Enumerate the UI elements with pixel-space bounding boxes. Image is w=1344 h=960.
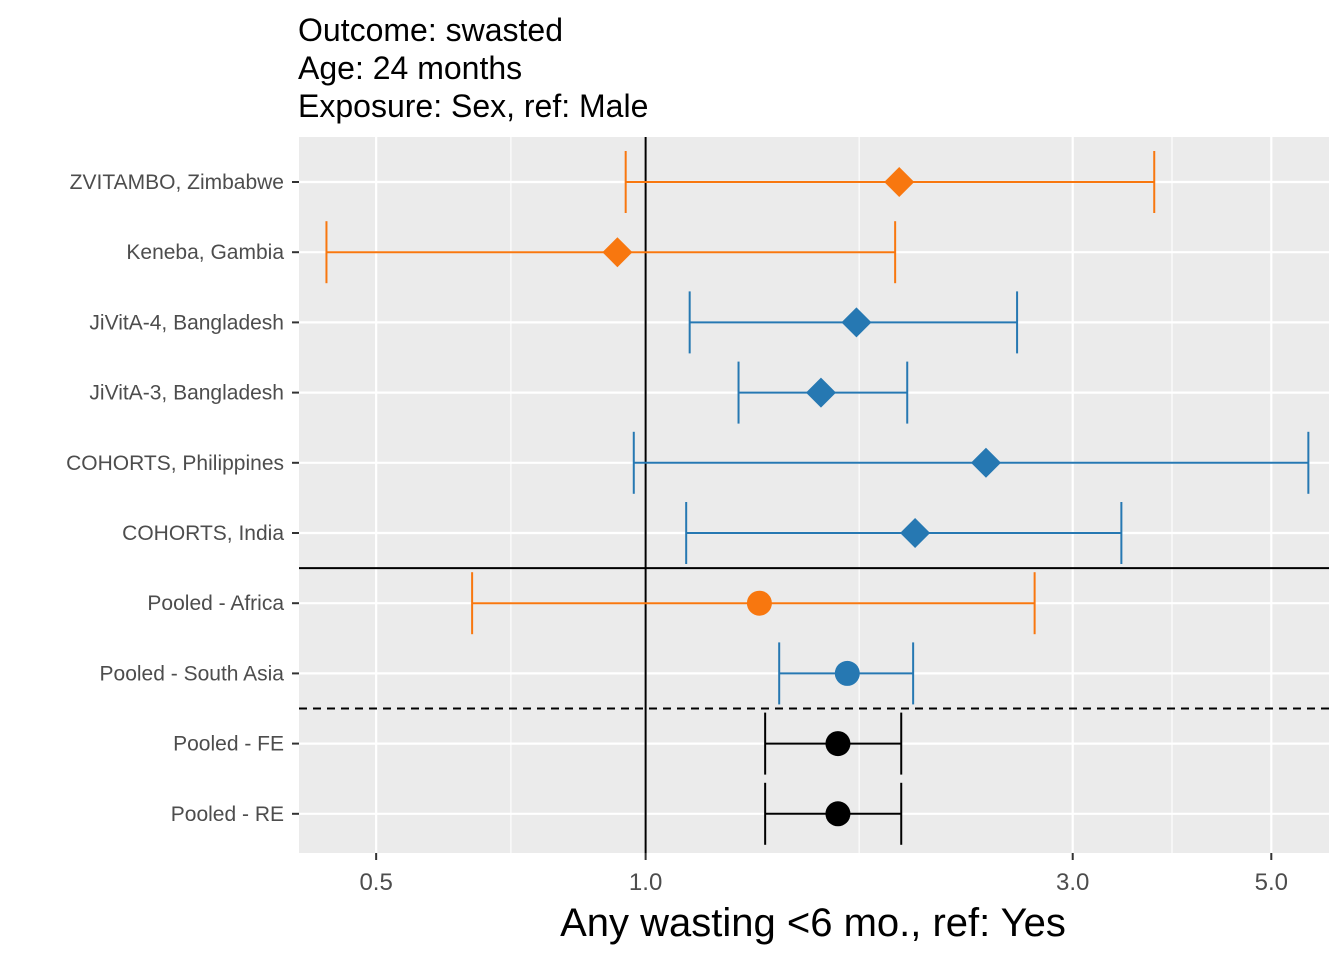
- y-tick-label: JiVitA-4, Bangladesh: [89, 311, 284, 334]
- y-tick-label: COHORTS, Philippines: [66, 452, 284, 475]
- y-tick-label: Pooled - Africa: [147, 592, 284, 615]
- point-estimate-circle: [825, 801, 851, 827]
- point-estimate-circle: [834, 660, 860, 686]
- data-marks: [325, 151, 1310, 845]
- point-estimate-diamond: [884, 167, 915, 197]
- y-tick-label: Pooled - FE: [173, 733, 284, 756]
- minor-gridlines: [510, 137, 1173, 853]
- title-line-2: Age: 24 months: [298, 50, 522, 86]
- point-estimate-diamond: [970, 447, 1001, 478]
- plot-panel: [299, 137, 1329, 853]
- x-axis: 0.5 1.0 3.0 5.0: [359, 853, 1288, 896]
- reference-lines: [299, 137, 1329, 853]
- point-estimate-diamond: [900, 518, 931, 548]
- point-estimate-diamond: [805, 377, 836, 408]
- point-estimate-circle: [825, 731, 851, 757]
- point-estimate-circle: [746, 590, 772, 616]
- y-tick-label: Pooled - RE: [171, 803, 284, 826]
- y-tick-label: Keneba, Gambia: [126, 241, 284, 264]
- x-tick-label: 1.0: [629, 869, 662, 896]
- y-tick-label: ZVITAMBO, Zimbabwe: [70, 171, 284, 194]
- point-estimate-diamond: [841, 307, 872, 338]
- point-estimate-diamond: [602, 237, 633, 268]
- x-tick-label: 3.0: [1056, 869, 1089, 896]
- y-tick-label: Pooled - South Asia: [100, 662, 285, 685]
- chart-title: Outcome: swasted Age: 24 months Exposure…: [298, 12, 648, 124]
- title-line-3: Exposure: Sex, ref: Male: [298, 88, 648, 124]
- title-line-1: Outcome: swasted: [298, 12, 563, 48]
- x-axis-title: Any wasting <6 mo., ref: Yes: [560, 901, 1066, 945]
- y-tick-label: JiVitA-3, Bangladesh: [89, 382, 284, 405]
- x-tick-label: 0.5: [359, 869, 392, 896]
- y-axis: ZVITAMBO, Zimbabwe Keneba, Gambia JiVitA-4…: [66, 171, 299, 826]
- y-tick-label: COHORTS, India: [122, 522, 284, 545]
- x-tick-label: 5.0: [1255, 869, 1288, 896]
